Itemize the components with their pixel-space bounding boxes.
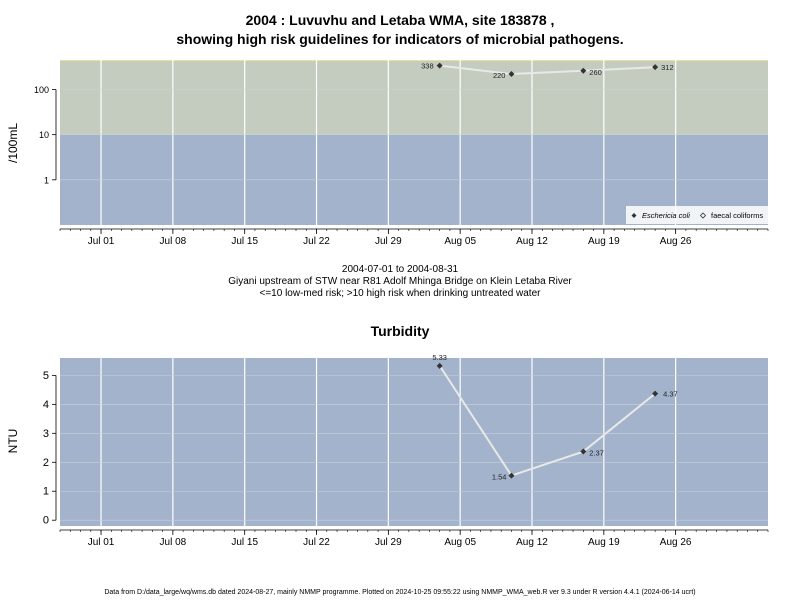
y-tick-label: 2	[43, 457, 49, 469]
x-tick-label: Jul 15	[231, 236, 258, 247]
data-label: 260	[589, 68, 602, 77]
series-line	[439, 64, 656, 76]
chart1-plot: 1 10 100 Jul 01 Jul 08 Jul 15 Jul 22 Jul 29 Aug …	[34, 60, 769, 247]
x-tick-label: Jul 22	[303, 236, 330, 247]
data-label: 1.54	[492, 473, 507, 482]
data-label: 5.33	[432, 353, 447, 362]
data-label: 220	[493, 71, 506, 80]
data-point	[436, 62, 443, 69]
x-tick-label: Aug 26	[660, 236, 692, 247]
risk-band-high	[60, 60, 768, 135]
x-tick-label: Aug 05	[444, 236, 476, 247]
footer-note: Data from D:/data_large/wq/wms.db dated …	[104, 589, 696, 596]
x-tick-label: Jul 15	[231, 537, 258, 548]
chart1-legend: Eschericia coli faecal coliforms	[626, 206, 768, 224]
y-tick-label: 0	[43, 515, 49, 527]
data-point	[652, 64, 659, 71]
x-tick-label: Aug 12	[516, 537, 548, 548]
series-line	[438, 365, 656, 477]
y-tick-label: 1	[44, 175, 49, 185]
x-tick-label: Aug 26	[660, 537, 692, 548]
x-tick-label: Jul 08	[160, 537, 187, 548]
data-point	[580, 448, 587, 455]
legend-fc-marker	[699, 212, 707, 219]
x-tick-label: Jul 01	[88, 537, 115, 548]
x-tick-label: Jul 01	[88, 236, 115, 247]
data-point	[508, 71, 515, 78]
chart1-caption-daterange: 2004-07-01 to 2004-08-31	[341, 264, 459, 275]
x-tick-label: Jul 29	[375, 537, 402, 548]
y-tick-label: 100	[34, 85, 49, 95]
x-tick-label: Aug 19	[588, 537, 620, 548]
chart2-title: Turbidity	[370, 323, 430, 339]
x-tick-label: Jul 08	[160, 236, 187, 247]
legend-box	[626, 206, 768, 224]
chart1-caption-risk: <=10 low-med risk; >10 high risk when dr…	[259, 288, 541, 299]
legend-ecoli-marker	[631, 213, 637, 218]
x-tick-label: Aug 19	[588, 236, 620, 247]
legend-ecoli-label: Eschericia coli	[642, 211, 690, 220]
chart2-plot: 0 1 2 3 4 5 Jul 01 Jul 08 Jul 15 Jul 22 Jul 29 Aug …	[43, 353, 769, 548]
y-tick-label: 4	[43, 399, 49, 411]
data-label: 2.37	[589, 449, 604, 458]
data-point	[652, 390, 659, 397]
data-point	[436, 362, 443, 369]
x-tick-label: Aug 05	[444, 537, 476, 548]
x-tick-label: Jul 22	[303, 537, 330, 548]
data-label: 312	[661, 63, 674, 72]
y-tick-label: 1	[43, 486, 49, 498]
legend-fc-label: faecal coliforms	[711, 211, 763, 220]
x-tick-label: Jul 29	[375, 236, 402, 247]
chart1-caption-site: Giyani upstream of STW near R81 Adolf Mh…	[228, 276, 572, 287]
data-label: 338	[421, 62, 434, 71]
x-tick-label: Aug 12	[516, 236, 548, 247]
plot-background	[60, 358, 768, 526]
data-point	[580, 67, 587, 74]
y-tick-label: 5	[43, 370, 49, 382]
data-label: 4.37	[663, 390, 678, 399]
data-point	[508, 472, 515, 479]
y-tick-label: 3	[43, 428, 49, 440]
chart1-title-line1: 2004 : Luvuvhu and Letaba WMA, site 1838…	[245, 12, 555, 28]
chart1-title-line2: showing high risk guidelines for indicat…	[176, 31, 624, 47]
y-tick-label: 10	[39, 130, 49, 140]
